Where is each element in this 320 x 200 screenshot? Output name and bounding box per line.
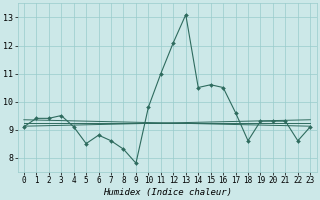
X-axis label: Humidex (Indice chaleur): Humidex (Indice chaleur) <box>103 188 232 197</box>
